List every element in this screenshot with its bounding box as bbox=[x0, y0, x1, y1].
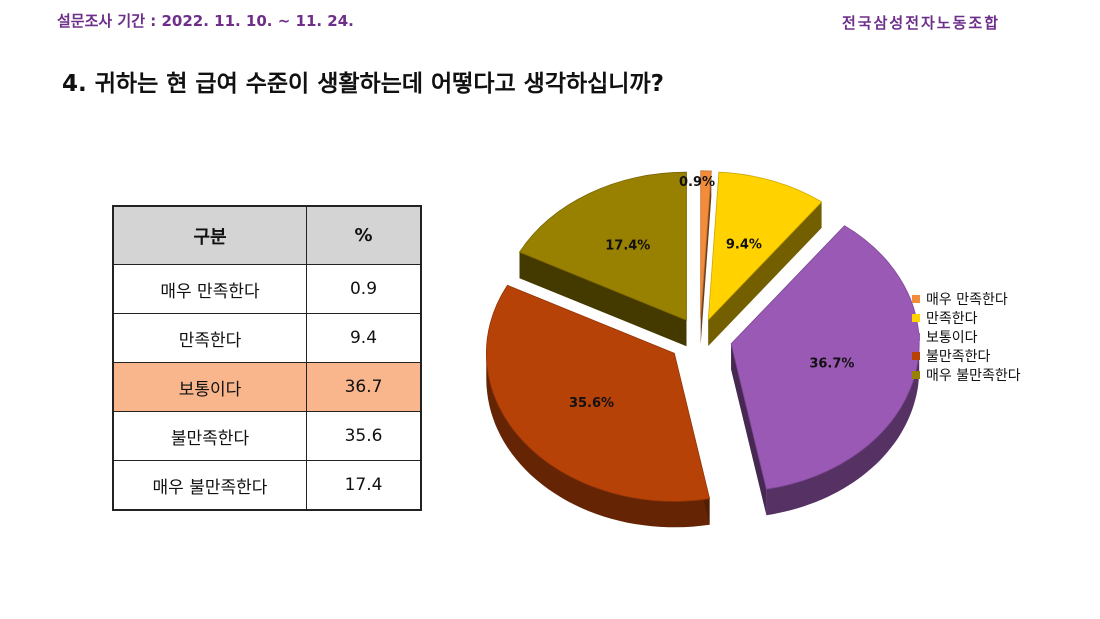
pie-slice-1 bbox=[707, 171, 823, 322]
table-row-highlighted: 보통이다 36.7 bbox=[112, 362, 422, 412]
question-title: 4. 귀하는 현 급여 수준이 생활하는데 어떻다고 생각하십니까? bbox=[62, 71, 664, 97]
pie-data-label-0: 0.9% bbox=[679, 175, 715, 190]
pie-slice-0 bbox=[700, 170, 712, 319]
table-cell-label: 매우 만족한다 bbox=[112, 264, 307, 314]
table-header-percent: % bbox=[306, 205, 422, 265]
legend-item: 만족한다 bbox=[912, 308, 1021, 327]
pie-slice-rim-2 bbox=[766, 343, 920, 516]
legend-label: 매우 불만족한다 bbox=[926, 367, 1021, 384]
legend-item: 매우 만족한다 bbox=[912, 289, 1021, 308]
pie-slice-3 bbox=[485, 284, 711, 502]
legend-label: 보통이다 bbox=[926, 329, 978, 346]
pie-slice-wall-0-1 bbox=[700, 171, 712, 345]
pie-slice-wall-2-1 bbox=[731, 343, 767, 516]
table-cell-label: 매우 불만족한다 bbox=[112, 460, 307, 511]
legend-label: 만족한다 bbox=[926, 310, 978, 327]
legend-item: 보통이다 bbox=[912, 327, 1021, 346]
legend-item: 불만족한다 bbox=[912, 346, 1021, 365]
table-row: 불만족한다 35.6 bbox=[112, 411, 422, 461]
table-cell-label: 만족한다 bbox=[112, 313, 307, 363]
table-header-category: 구분 bbox=[112, 205, 307, 265]
legend-swatch bbox=[912, 351, 920, 360]
results-table: 구분 % 매우 만족한다 0.9 만족한다 9.4 보통이다 36.7 불만족한… bbox=[112, 205, 422, 511]
union-name: 전국삼성전자노동조합 bbox=[842, 14, 1001, 32]
pie-data-label-2: 36.7% bbox=[809, 356, 854, 371]
legend-label: 불만족한다 bbox=[926, 348, 991, 365]
table-cell-value: 36.7 bbox=[306, 362, 422, 412]
table-cell-label: 보통이다 bbox=[112, 362, 307, 412]
legend-swatch bbox=[912, 294, 920, 303]
pie-slice-wall-4-0 bbox=[519, 252, 687, 347]
table-header-row: 구분 % bbox=[112, 205, 422, 265]
table-cell-value: 35.6 bbox=[306, 411, 422, 461]
pie-data-label-1: 9.4% bbox=[726, 238, 762, 253]
legend-swatch bbox=[912, 332, 920, 341]
table-cell-value: 9.4 bbox=[306, 313, 422, 363]
table-cell-label: 불만족한다 bbox=[112, 411, 307, 461]
pie-data-label-3: 35.6% bbox=[569, 396, 614, 411]
table-row: 매우 만족한다 0.9 bbox=[112, 264, 422, 314]
legend-swatch bbox=[912, 313, 920, 322]
table-row: 만족한다 9.4 bbox=[112, 313, 422, 363]
pie-slice-4 bbox=[518, 171, 687, 321]
pie-data-label-4: 17.4% bbox=[605, 238, 650, 253]
pie-slice-rim-3 bbox=[486, 353, 710, 528]
pie-slice-wall-1-1 bbox=[708, 201, 822, 346]
table-cell-value: 17.4 bbox=[306, 460, 422, 511]
table-row: 매우 불만족한다 17.4 bbox=[112, 460, 422, 511]
survey-period: 설문조사 기간 : 2022. 11. 10. ~ 11. 24. bbox=[57, 12, 354, 30]
legend-swatch bbox=[912, 370, 920, 379]
legend-label: 매우 만족한다 bbox=[926, 291, 1008, 308]
legend-item: 매우 불만족한다 bbox=[912, 365, 1021, 384]
